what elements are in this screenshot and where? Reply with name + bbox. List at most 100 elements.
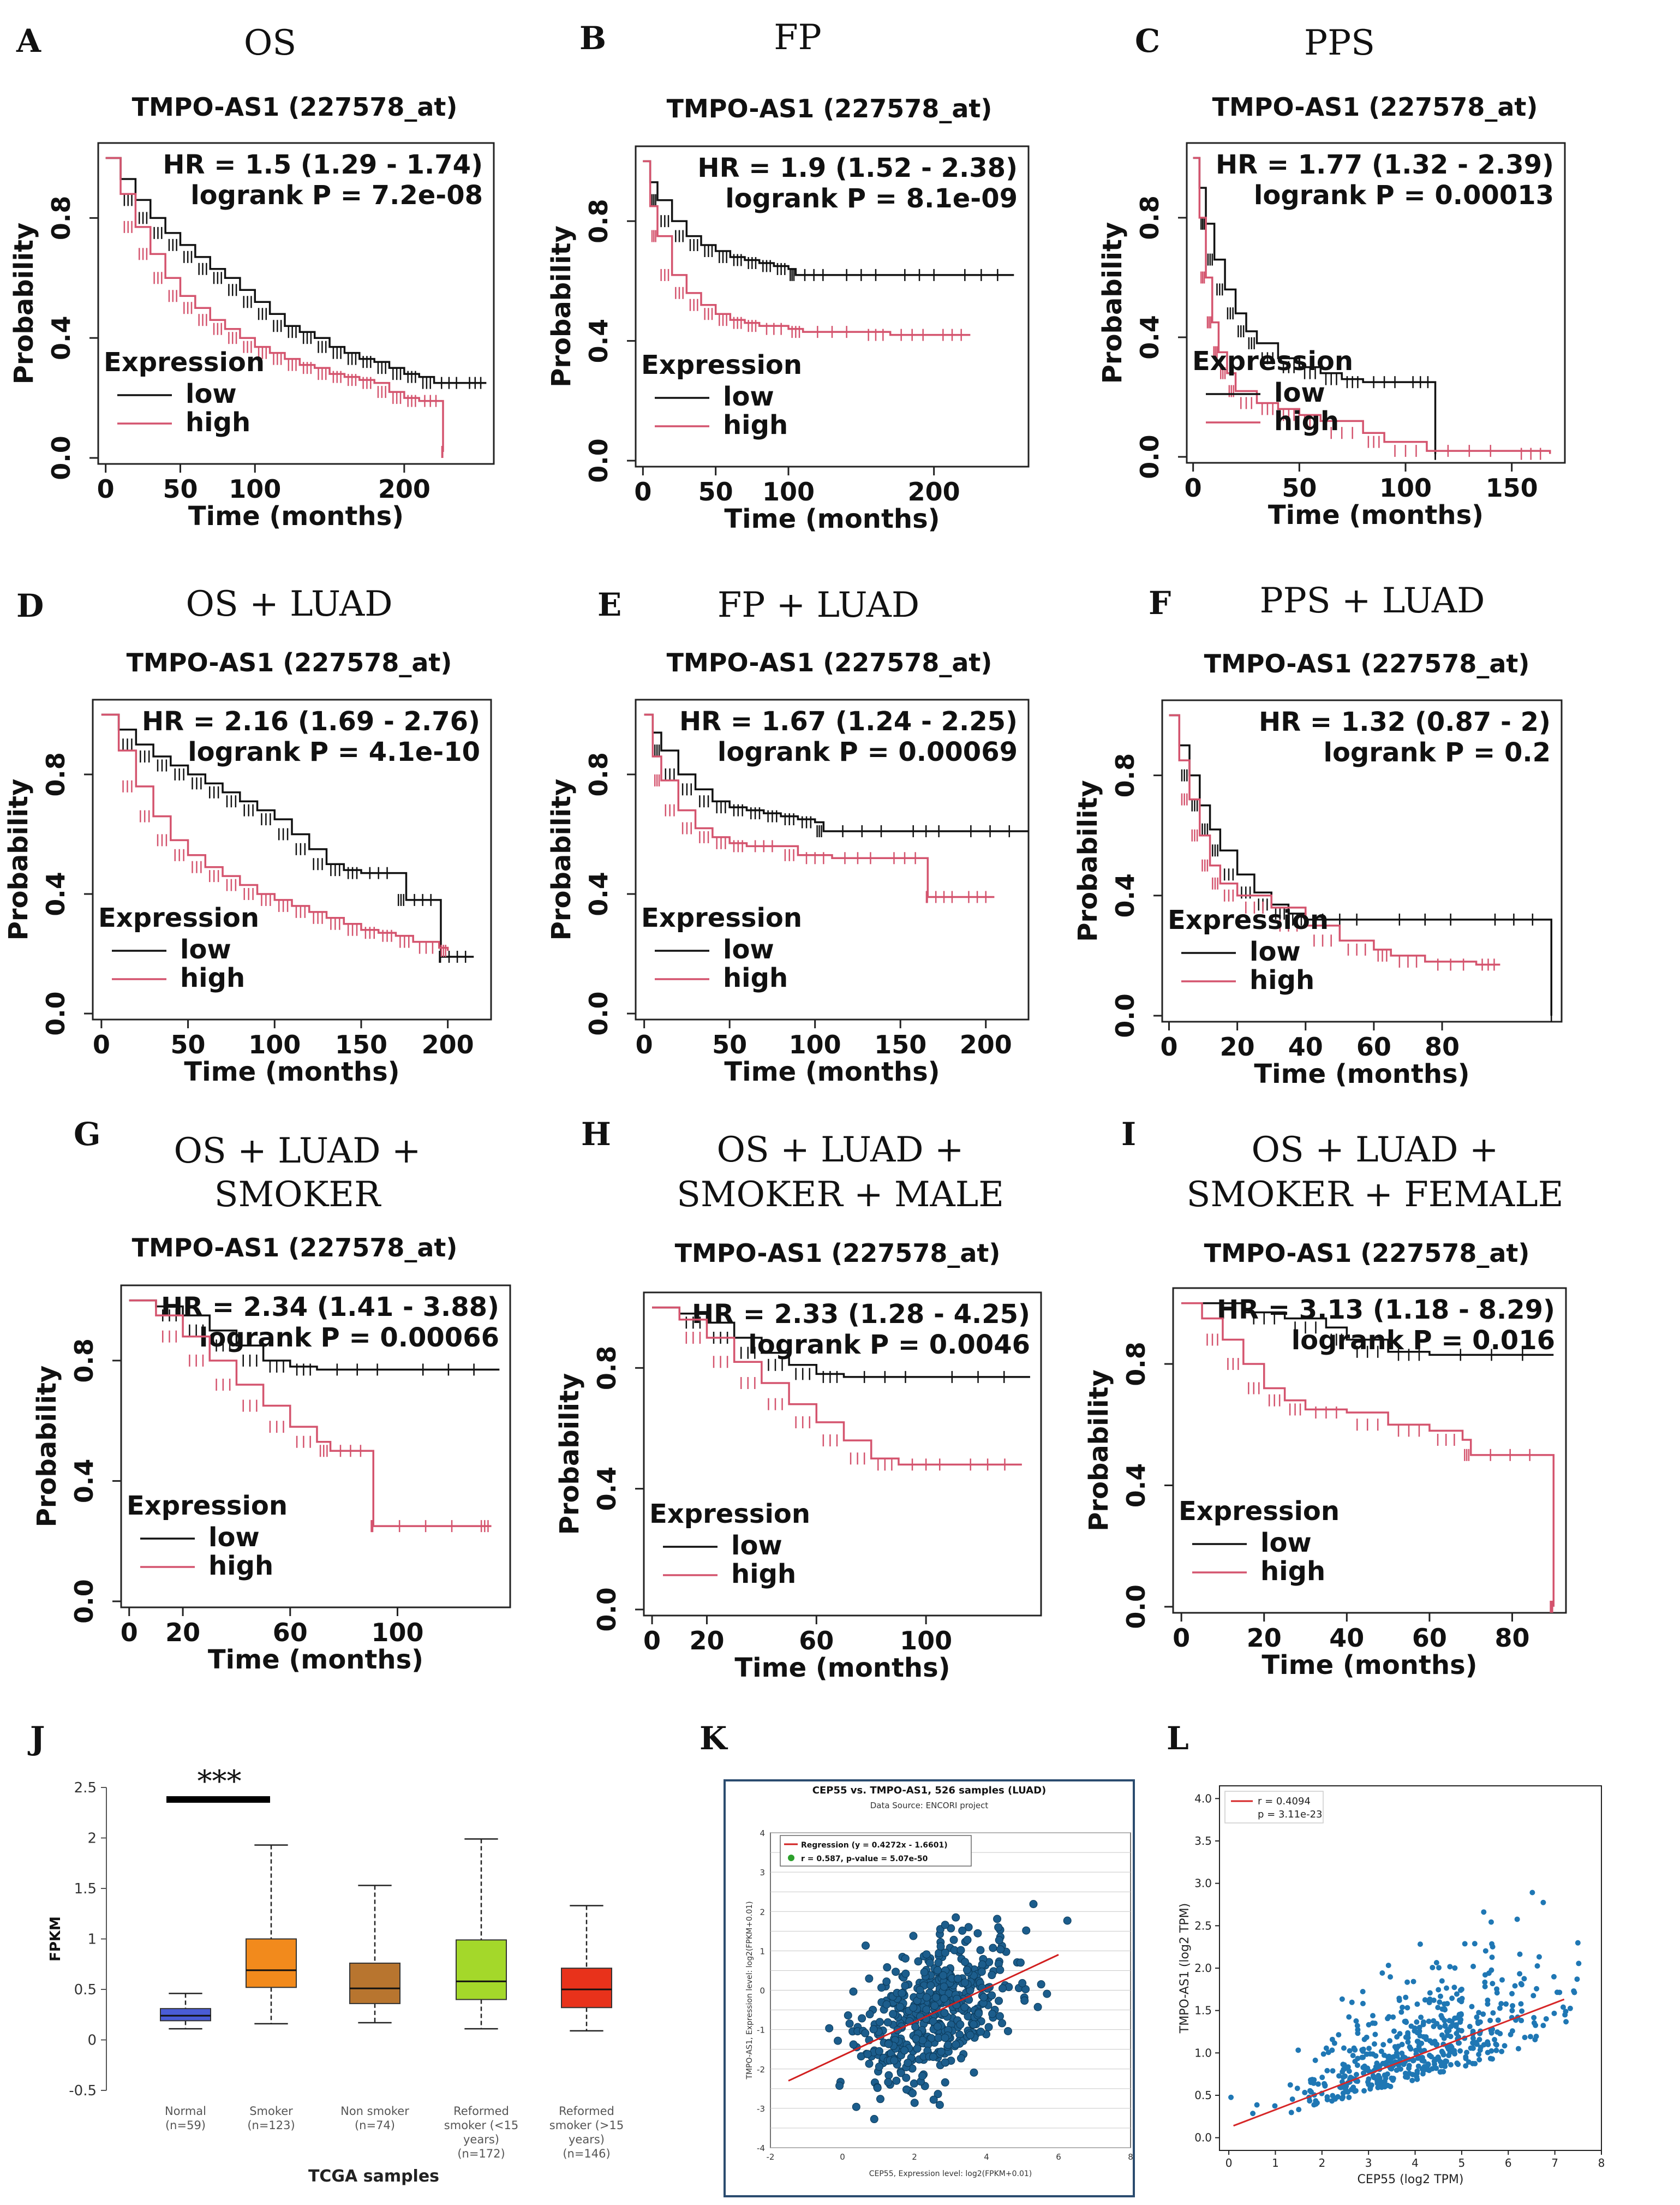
data-point bbox=[875, 2063, 883, 2071]
y-tick-label: 0.8 bbox=[592, 1346, 621, 1391]
category-label: (n=59) bbox=[165, 2119, 206, 2132]
panel-heading: SMOKER + FEMALE bbox=[1187, 1175, 1564, 1215]
panel-label: G bbox=[74, 1116, 101, 1153]
data-point bbox=[1431, 2018, 1437, 2024]
data-point bbox=[1346, 2094, 1352, 2100]
legend-label-low: low bbox=[186, 379, 237, 409]
data-point bbox=[1332, 2096, 1338, 2102]
legend-label-high: high bbox=[1249, 965, 1314, 996]
category-label: Reformed bbox=[559, 2105, 614, 2118]
x-tick-label: 8 bbox=[1598, 2156, 1605, 2170]
box-2 bbox=[349, 1962, 400, 2004]
legend-p: p = 3.11e-23 bbox=[1258, 1809, 1323, 1820]
data-point bbox=[1272, 2103, 1278, 2109]
data-point bbox=[1488, 1967, 1494, 1973]
panel-label: H bbox=[581, 1116, 611, 1153]
data-point bbox=[941, 2034, 949, 2042]
data-point bbox=[1360, 1989, 1366, 1995]
data-point bbox=[941, 2058, 949, 2067]
y-tick-label: 0.0 bbox=[592, 1587, 621, 1632]
data-point bbox=[976, 2027, 985, 2036]
x-tick-label: 0 bbox=[93, 1030, 110, 1059]
legend-label-high: high bbox=[731, 1559, 796, 1589]
data-point bbox=[1361, 2036, 1367, 2042]
data-point bbox=[929, 2053, 937, 2061]
data-point bbox=[1381, 2052, 1387, 2058]
data-point bbox=[1429, 2066, 1435, 2072]
data-point bbox=[966, 2031, 974, 2040]
data-point bbox=[889, 2010, 898, 2018]
y-axis-label: Probability bbox=[1084, 1369, 1114, 1531]
x-tick-label: 3 bbox=[1365, 2156, 1372, 2170]
data-point bbox=[1515, 2046, 1521, 2052]
data-point bbox=[1402, 2070, 1408, 2076]
y-tick-label: 0.0 bbox=[1135, 434, 1164, 479]
plot-frame bbox=[635, 145, 1030, 468]
data-point bbox=[875, 2047, 883, 2055]
data-point bbox=[973, 1929, 982, 1938]
legend-title: Expression bbox=[1192, 346, 1353, 377]
logrank-annotation: logrank P = 7.2e-08 bbox=[190, 180, 483, 211]
x-tick-label: 1 bbox=[1272, 2156, 1279, 2170]
data-point bbox=[914, 1957, 923, 1966]
data-point bbox=[1413, 2047, 1419, 2053]
y-tick-label: 3.5 bbox=[1194, 1834, 1212, 1848]
data-point bbox=[1448, 2061, 1454, 2067]
data-point bbox=[1426, 2000, 1432, 2006]
y-tick-label: 0.0 bbox=[1194, 2131, 1212, 2144]
data-point bbox=[1360, 2000, 1366, 2006]
data-point bbox=[1531, 2015, 1537, 2021]
panel-label: I bbox=[1121, 1116, 1136, 1153]
data-point bbox=[1383, 2075, 1389, 2081]
data-point bbox=[900, 2046, 909, 2055]
y-tick-label: 0.0 bbox=[41, 991, 70, 1036]
data-point bbox=[941, 1921, 949, 1929]
data-point bbox=[1353, 2018, 1359, 2024]
data-point bbox=[941, 2078, 949, 2087]
data-point bbox=[1354, 2023, 1360, 2029]
data-point bbox=[1347, 2048, 1353, 2054]
data-point bbox=[962, 1965, 971, 1974]
data-point bbox=[1373, 2064, 1379, 2070]
data-point bbox=[849, 2040, 858, 2049]
data-point bbox=[1533, 2022, 1539, 2028]
legend-title: Expression bbox=[649, 1499, 810, 1529]
data-point bbox=[1446, 2053, 1452, 2059]
data-point bbox=[996, 1945, 1005, 1954]
data-point bbox=[998, 1984, 1007, 1993]
x-tick-label: 50 bbox=[1282, 473, 1317, 503]
data-point bbox=[1551, 2010, 1557, 2016]
data-point bbox=[1370, 2020, 1376, 2026]
data-point bbox=[1420, 2071, 1426, 2077]
y-tick-label: 1.5 bbox=[74, 1881, 97, 1897]
data-point bbox=[1497, 2005, 1503, 2011]
data-point bbox=[1439, 2049, 1445, 2055]
x-tick-label: 200 bbox=[908, 477, 960, 506]
data-point bbox=[1396, 1998, 1402, 2004]
data-point bbox=[1490, 2010, 1496, 2016]
panel-heading: OS + LUAD bbox=[186, 584, 392, 624]
data-point bbox=[1020, 1997, 1029, 2005]
data-point bbox=[926, 1981, 935, 1990]
data-point bbox=[870, 2115, 878, 2124]
data-point bbox=[1503, 2001, 1509, 2007]
data-point bbox=[1446, 2018, 1452, 2024]
category-label: Smoker bbox=[249, 2105, 293, 2118]
data-point bbox=[1343, 2087, 1349, 2093]
box-panel-J: J-0.500.511.522.5FPKMNormal(n=59)Smoker(… bbox=[27, 1720, 624, 2186]
data-point bbox=[896, 2003, 905, 2011]
data-point bbox=[1476, 2052, 1482, 2058]
data-point bbox=[1394, 2050, 1400, 2056]
data-point bbox=[1470, 2035, 1476, 2041]
data-point bbox=[1518, 2018, 1524, 2024]
data-point bbox=[1414, 2076, 1420, 2082]
data-point bbox=[1477, 2047, 1483, 2053]
data-point bbox=[1427, 2052, 1433, 2058]
data-point bbox=[1410, 2058, 1416, 2064]
box-0 bbox=[160, 2008, 211, 2022]
box-4 bbox=[561, 1968, 612, 2009]
data-point bbox=[1451, 1985, 1457, 1991]
data-point bbox=[922, 2005, 931, 2014]
category-label: smoker (>15 bbox=[549, 2119, 624, 2132]
category-label: Reformed bbox=[453, 2105, 509, 2118]
